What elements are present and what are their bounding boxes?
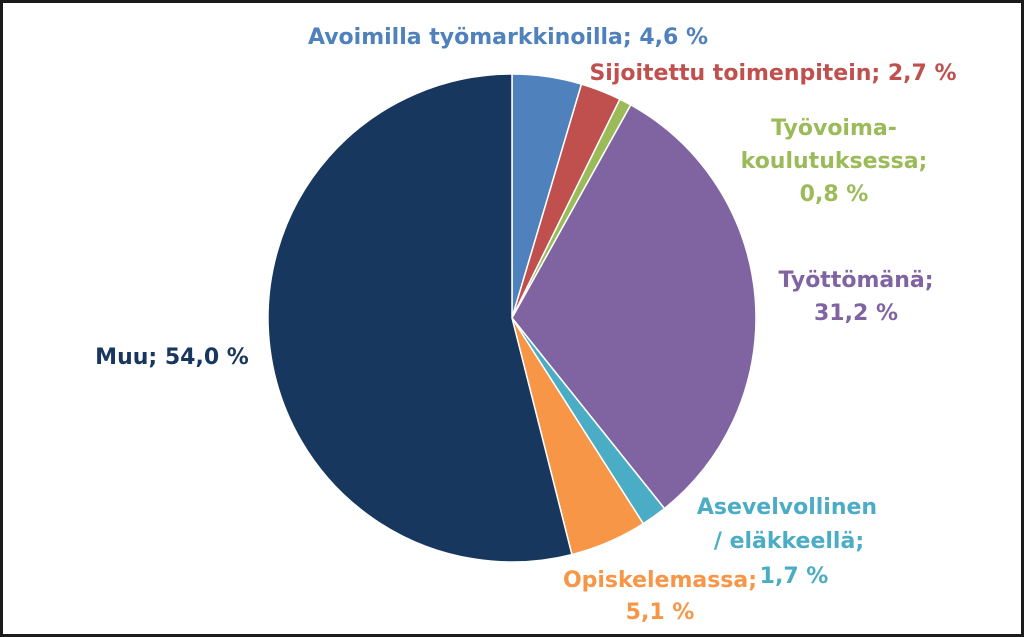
slice-label-3: Työttömänä; 31,2 % (778, 268, 933, 326)
slice-label-3-line-1: 31,2 % (814, 301, 898, 326)
pie-slices (267, 73, 757, 563)
pie-labels: Avoimilla työmarkkinoilla; 4,6 % Sijoitet… (95, 25, 956, 625)
slice-label-6-line-0: Muu; 54,0 % (95, 345, 249, 370)
slice-label-2-line-0: Työvoima- (771, 116, 897, 141)
slice-label-5-line-0: Opiskelemassa; (563, 568, 757, 593)
slice-label-2-line-2: 0,8 % (800, 182, 869, 207)
slice-label-2-line-1: koulutuksessa; (741, 149, 928, 174)
slice-label-4-line-0: Asevelvollinen (697, 495, 877, 520)
slice-label-3-line-0: Työttömänä; (778, 268, 933, 293)
slice-label-4-line-2: 1,7 % (760, 564, 829, 589)
slice-label-4-line-1: / eläkkeellä; (714, 529, 864, 554)
slice-label-0: Avoimilla työmarkkinoilla; 4,6 % (308, 25, 708, 50)
slice-label-1: Sijoitettu toimenpitein; 2,7 % (589, 61, 956, 86)
pie-slice-6 (267, 73, 573, 563)
slice-label-5-line-1: 5,1 % (626, 600, 695, 625)
slice-label-2: Työvoima-koulutuksessa; 0,8 % (741, 116, 928, 207)
slice-label-6: Muu; 54,0 % (95, 345, 249, 370)
slice-label-0-line-0: Avoimilla työmarkkinoilla; 4,6 % (308, 25, 708, 50)
pie-slice-3 (511, 103, 757, 510)
slice-label-1-line-0: Sijoitettu toimenpitein; 2,7 % (589, 61, 956, 86)
slice-label-4: Asevelvollinen / eläkkeellä; 1,7 % (697, 495, 877, 589)
slice-label-5: Opiskelemassa; 5,1 % (563, 568, 757, 625)
